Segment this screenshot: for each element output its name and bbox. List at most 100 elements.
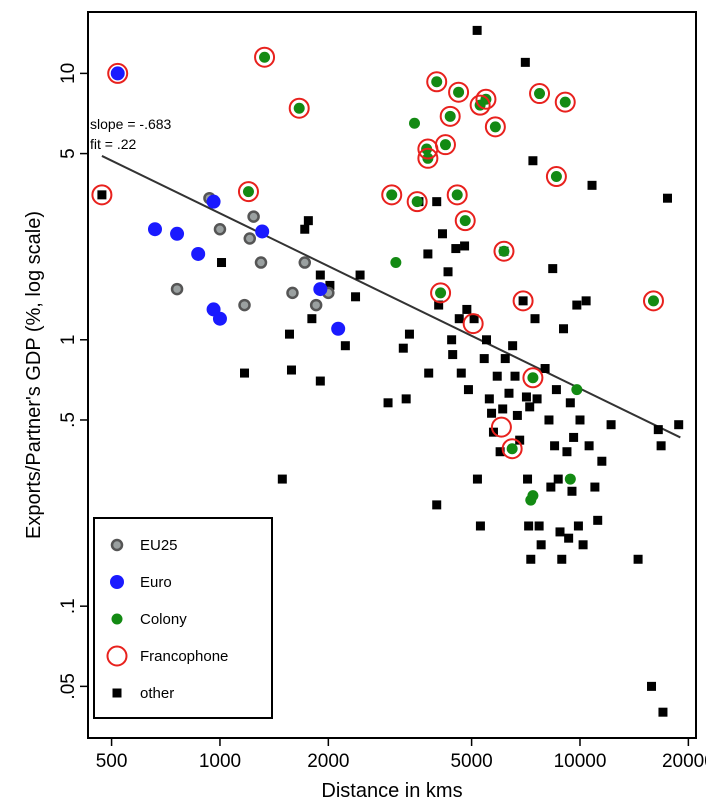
- euro-point: [110, 575, 124, 589]
- other-point: [546, 482, 556, 492]
- colony-point: [453, 86, 465, 98]
- eu25-point: [247, 210, 260, 223]
- colony-point: [293, 102, 305, 114]
- colony-point: [111, 613, 123, 625]
- legend-label-euro: Euro: [140, 574, 172, 591]
- other-point: [572, 300, 582, 310]
- colony-point: [242, 186, 254, 198]
- colony-point: [444, 110, 456, 122]
- other-point: [508, 341, 518, 351]
- other-point: [277, 474, 287, 484]
- euro-point: [170, 226, 185, 241]
- other-point: [325, 280, 335, 290]
- colony-point: [527, 490, 539, 502]
- colony-point: [506, 443, 518, 455]
- other-point: [460, 241, 470, 251]
- francophone-point: [430, 282, 452, 304]
- x-tick-label: 20000: [662, 751, 706, 772]
- other-point: [544, 415, 554, 425]
- colony-point: [435, 287, 447, 299]
- y-tick-label: .1: [58, 598, 79, 614]
- francophone-point: [469, 94, 491, 116]
- other-point: [525, 402, 535, 412]
- eu25-point: [309, 298, 323, 312]
- other-point: [284, 329, 294, 339]
- other-point: [434, 300, 444, 310]
- colony-point: [559, 96, 571, 108]
- other-point: [578, 540, 588, 550]
- other-point: [590, 482, 600, 492]
- francophone-point: [254, 46, 276, 68]
- other-point: [448, 350, 458, 360]
- other-point: [633, 554, 643, 564]
- other-series: [97, 25, 684, 717]
- other-point: [432, 197, 442, 207]
- other-point: [355, 270, 365, 280]
- colony-point: [550, 171, 562, 183]
- euro-series: [110, 66, 346, 336]
- other-point: [498, 404, 508, 414]
- other-point: [540, 364, 550, 374]
- eu25-point: [243, 232, 257, 245]
- eu25-point: [110, 538, 124, 552]
- euro-point: [191, 246, 206, 261]
- slope-annotation: slope = -.683: [90, 116, 172, 132]
- other-point: [463, 385, 473, 395]
- other-point: [575, 415, 585, 425]
- francophone-point: [439, 105, 461, 127]
- colony-point: [527, 372, 539, 384]
- other-point: [562, 447, 572, 457]
- other-point: [437, 229, 447, 239]
- y-axis-title: Exports/Partner's GDP (%, log scale): [23, 211, 45, 539]
- francophone-point: [545, 166, 567, 188]
- francophone-point: [434, 134, 456, 156]
- francophone-point: [417, 147, 439, 169]
- other-point: [504, 388, 514, 398]
- eu25-point: [213, 222, 227, 236]
- francophone-point: [91, 184, 113, 206]
- other-point: [456, 368, 466, 378]
- colony-point: [571, 384, 583, 396]
- other-point: [443, 267, 453, 277]
- euro-point: [212, 311, 227, 326]
- francophone-point: [475, 88, 497, 110]
- francophone-point: [237, 181, 259, 203]
- other-point: [658, 707, 668, 717]
- francophone-point: [288, 97, 310, 119]
- other-point: [515, 435, 525, 445]
- other-point: [423, 249, 433, 259]
- other-point: [597, 456, 607, 466]
- other-point: [584, 441, 594, 451]
- x-tick-label: 5000: [450, 751, 492, 772]
- x-tick-label: 2000: [307, 751, 349, 772]
- other-point: [573, 521, 583, 531]
- eu25-point: [238, 298, 251, 312]
- fit-line-group: [101, 155, 681, 439]
- euro-point: [206, 194, 221, 209]
- y-axis: .05 .1 .5 1 5 10: [58, 63, 88, 700]
- other-point: [307, 314, 317, 324]
- other-point: [536, 540, 546, 550]
- y-tick-label: 10: [58, 63, 79, 84]
- colony-point: [534, 88, 546, 100]
- other-point: [401, 394, 411, 404]
- other-point: [495, 447, 505, 457]
- eu25-point: [298, 256, 312, 269]
- other-point: [472, 25, 482, 35]
- other-point: [404, 329, 414, 339]
- x-axis: 500 1000 2000 5000 10000 20000: [96, 738, 706, 772]
- eu25-point: [286, 286, 299, 300]
- euro-point: [331, 321, 346, 336]
- other-point: [530, 314, 540, 324]
- fit-annotation: fit = .22: [90, 136, 137, 152]
- other-point: [656, 441, 666, 451]
- francophone-point: [642, 290, 664, 312]
- other-point: [475, 521, 485, 531]
- other-point: [286, 365, 296, 375]
- francophone-point: [107, 62, 129, 84]
- other-point: [315, 376, 325, 386]
- legend-entries: EU25 Euro Colony Francophone other: [106, 537, 228, 702]
- other-point: [300, 224, 310, 234]
- other-point: [553, 474, 563, 484]
- other-point: [674, 420, 684, 430]
